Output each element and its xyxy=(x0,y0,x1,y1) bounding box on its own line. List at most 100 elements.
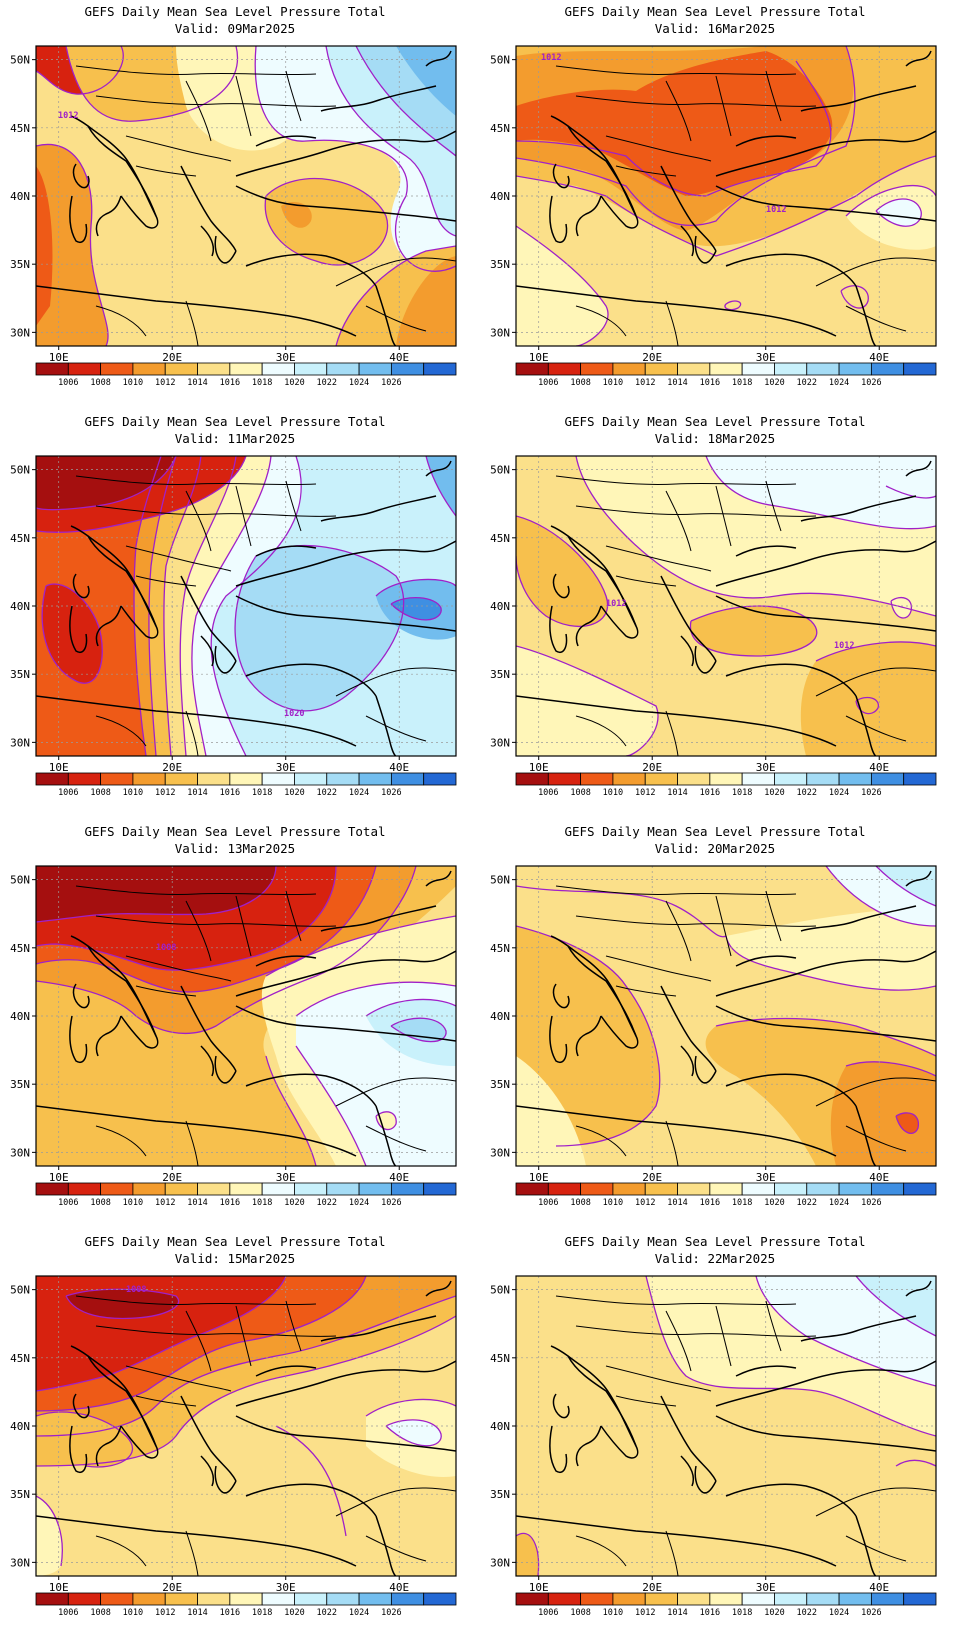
coastline xyxy=(694,1465,717,1494)
pressure-fill-region xyxy=(706,456,936,529)
colorbar-swatch xyxy=(903,1182,937,1196)
coastline xyxy=(575,1015,602,1057)
colorbar-level-label: 1014 xyxy=(187,1198,207,1208)
colorbar-level-label: 1010 xyxy=(603,1198,623,1208)
longitude-label: 40E xyxy=(389,351,409,364)
panel-valid-date: Valid: 09Mar2025 xyxy=(174,21,296,36)
longitude-label: 30E xyxy=(756,351,776,364)
isobar-contour xyxy=(36,46,124,95)
latitude-label: 35N xyxy=(10,668,30,681)
pressure-fill-region xyxy=(516,646,659,756)
country-border xyxy=(665,710,679,756)
colorbar-level-label: 1006 xyxy=(58,378,78,388)
country-border xyxy=(335,1077,456,1107)
colorbar-level-label: 1016 xyxy=(220,378,240,388)
isobar-contour xyxy=(234,545,405,712)
panel-valid-date: Valid: 16Mar2025 xyxy=(654,21,776,36)
isobar-contour xyxy=(36,456,177,511)
panel-valid-date: Valid: 18Mar2025 xyxy=(654,431,776,446)
colorbar-level-label: 1020 xyxy=(764,788,784,798)
isobar-contour xyxy=(210,456,302,756)
country-border xyxy=(95,1125,147,1157)
coastline xyxy=(320,495,437,522)
isobar-contour xyxy=(325,46,456,237)
colorbar-swatch xyxy=(774,772,808,786)
colorbar-swatch xyxy=(677,1592,711,1606)
colorbar-swatch xyxy=(870,362,905,376)
coastline xyxy=(715,595,936,632)
colorbar-swatch xyxy=(132,772,166,786)
coastline xyxy=(905,50,932,67)
isobar-label: 1008 xyxy=(126,1285,146,1295)
colorbar-swatch xyxy=(100,1592,134,1606)
isobar-contour xyxy=(36,1315,456,1467)
colorbar-swatch xyxy=(423,1182,457,1196)
country-border xyxy=(285,480,302,532)
colorbar-level-label: 1014 xyxy=(667,1608,687,1618)
colorbar-swatch xyxy=(261,362,295,376)
colorbar-swatch xyxy=(903,1592,937,1606)
isobar-contour xyxy=(275,1425,347,1537)
country-border xyxy=(665,300,679,346)
longitude-label: 40E xyxy=(389,761,409,774)
country-border xyxy=(75,475,317,486)
colorbar-swatch xyxy=(580,772,614,786)
pressure-fill-region xyxy=(516,1533,539,1576)
colorbar-swatch xyxy=(612,1592,646,1606)
isobar-contour xyxy=(36,456,247,533)
country-border xyxy=(845,1535,907,1562)
isobar-contour xyxy=(36,1295,456,1437)
colorbar-swatch xyxy=(35,1592,69,1606)
colorbar-swatch xyxy=(741,1182,775,1196)
colorbar-swatch xyxy=(326,1182,360,1196)
map-panel: GEFS Daily Mean Sea Level Pressure Total… xyxy=(0,0,470,408)
country-border xyxy=(845,1125,907,1152)
colorbar-swatch xyxy=(390,772,425,786)
country-border xyxy=(575,915,817,927)
colorbar-swatch xyxy=(100,772,134,786)
latitude-label: 45N xyxy=(10,532,30,545)
colorbar-swatch xyxy=(870,1592,905,1606)
panel-title: GEFS Daily Mean Sea Level Pressure Total xyxy=(564,1234,866,1249)
colorbar-level-label: 1016 xyxy=(700,1608,720,1618)
colorbar-swatch xyxy=(709,362,743,376)
isobar-contour xyxy=(645,1276,936,1437)
coastline xyxy=(235,595,456,632)
pressure-fill-region xyxy=(281,201,312,228)
colorbar-level-label: 1022 xyxy=(797,788,817,798)
colorbar-level-label: 1012 xyxy=(155,378,175,388)
coastline xyxy=(425,460,452,477)
latitude-label: 40N xyxy=(10,1420,30,1433)
colorbar-swatch xyxy=(709,1592,743,1606)
colorbar-level-label: 1014 xyxy=(667,378,687,388)
coastline xyxy=(320,1315,437,1342)
colorbar-level-label: 1016 xyxy=(700,1198,720,1208)
colorbar-swatch xyxy=(390,362,425,376)
country-border xyxy=(125,1365,232,1392)
colorbar-swatch xyxy=(677,362,711,376)
coastline xyxy=(905,460,932,477)
latitude-label: 50N xyxy=(10,874,30,887)
latitude-label: 35N xyxy=(490,668,510,681)
colorbar-level-label: 1016 xyxy=(220,1608,240,1618)
longitude-label: 20E xyxy=(642,1171,662,1184)
country-border xyxy=(615,985,677,997)
country-border xyxy=(235,895,252,957)
coastline xyxy=(715,130,936,177)
coastline xyxy=(735,955,797,967)
latitude-label: 30N xyxy=(490,326,510,339)
isobar-contour xyxy=(724,300,742,311)
isobar-contour xyxy=(390,597,442,621)
latitude-label: 50N xyxy=(490,874,510,887)
colorbar-swatch xyxy=(806,1592,840,1606)
country-border xyxy=(235,485,252,547)
colorbar-swatch xyxy=(870,1182,905,1196)
country-border xyxy=(665,1120,679,1166)
coastline xyxy=(735,545,797,557)
country-border xyxy=(365,715,427,742)
pressure-fill-region xyxy=(876,198,922,227)
colorbar-swatch xyxy=(806,362,840,376)
country-border xyxy=(845,715,907,742)
coastline xyxy=(235,1005,456,1042)
colorbar-level-label: 1026 xyxy=(381,1198,401,1208)
